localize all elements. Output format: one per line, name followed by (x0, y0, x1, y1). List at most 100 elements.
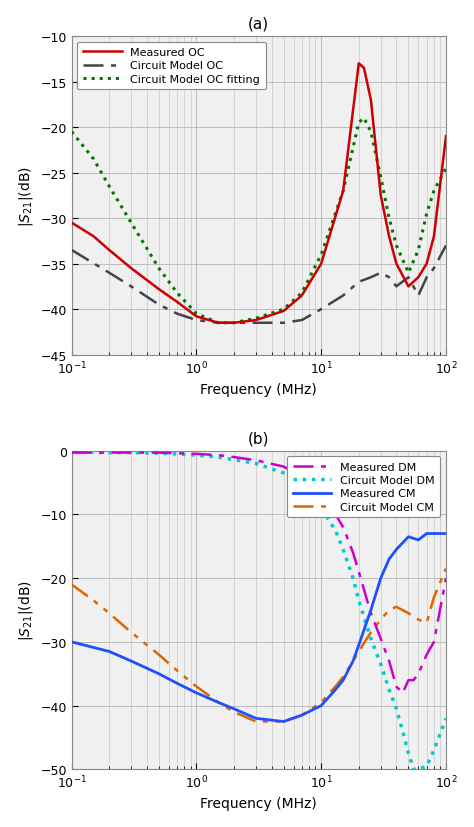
Measured DM (378, 634, 383, 644)
Measured DM (400, 688, 406, 698)
Circuit Model OC (106, 269, 112, 279)
Measured CM (156, 669, 162, 679)
Circuit Model OC fitting (368, 127, 374, 137)
Measured CM (386, 554, 392, 564)
Circuit Model CM (106, 609, 112, 619)
Circuit Model OC (253, 318, 259, 328)
Circuit Model OC fitting (106, 182, 112, 192)
Measured DM (424, 650, 429, 660)
Measured DM (231, 452, 237, 462)
Circuit Model OC fitting (424, 209, 429, 219)
Measured CM (319, 700, 324, 710)
Line: Circuit Model OC fitting: Circuit Model OC fitting (72, 119, 446, 323)
Circuit Model OC fitting (378, 173, 383, 183)
Circuit Model DM (156, 449, 162, 459)
Measured CM (378, 573, 383, 583)
Circuit Model CM (386, 605, 392, 615)
Measured OC (106, 246, 112, 256)
Circuit Model CM (356, 647, 362, 657)
Measured DM (106, 448, 112, 458)
Measured OC (431, 232, 437, 242)
Measured DM (281, 462, 286, 472)
Measured CM (340, 676, 346, 686)
Measured CM (416, 535, 421, 545)
Circuit Model DM (350, 573, 356, 583)
Circuit Model DM (406, 748, 411, 758)
Measured CM (368, 605, 374, 615)
Circuit Model OC fitting (443, 164, 449, 174)
Measured CM (424, 529, 429, 539)
Circuit Model OC (319, 305, 324, 315)
Circuit Model OC (231, 318, 237, 328)
Measured DM (443, 573, 449, 583)
Measured OC (231, 318, 237, 328)
Circuit Model CM (69, 580, 74, 590)
Measured OC (319, 260, 324, 270)
Circuit Model OC fitting (431, 187, 437, 197)
Circuit Model CM (443, 564, 449, 574)
Circuit Model OC fitting (91, 155, 96, 165)
Circuit Model CM (333, 681, 338, 691)
Circuit Model OC (69, 246, 74, 256)
Circuit Model DM (69, 447, 74, 457)
Circuit Model CM (156, 650, 162, 660)
Circuit Model DM (174, 449, 180, 459)
Circuit Model OC (443, 241, 449, 251)
Measured DM (406, 676, 411, 686)
Measured OC (340, 187, 346, 197)
Circuit Model DM (431, 745, 437, 755)
Measured DM (216, 451, 221, 461)
Circuit Model OC fitting (361, 114, 367, 124)
Measured OC (193, 312, 199, 322)
Line: Measured DM: Measured DM (72, 453, 446, 693)
Measured CM (356, 640, 362, 650)
Measured OC (443, 132, 449, 142)
Measured DM (128, 448, 134, 458)
Circuit Model OC fitting (253, 314, 259, 324)
Circuit Model OC fitting (128, 218, 134, 228)
Circuit Model DM (356, 595, 362, 605)
Circuit Model OC fitting (174, 289, 180, 299)
Circuit Model OC (299, 316, 305, 326)
Measured DM (356, 567, 362, 577)
Measured CM (231, 704, 237, 714)
Measured DM (193, 449, 199, 459)
Measured OC (156, 284, 162, 294)
Measured DM (350, 548, 356, 558)
Measured CM (106, 647, 112, 657)
Circuit Model DM (393, 704, 399, 714)
Measured OC (424, 260, 429, 270)
Circuit Model DM (299, 481, 305, 491)
Measured OC (253, 316, 259, 326)
Measured CM (333, 685, 338, 695)
Measured DM (393, 681, 399, 691)
Circuit Model CM (424, 618, 429, 628)
Measured OC (281, 307, 286, 317)
Line: Measured CM: Measured CM (72, 534, 446, 722)
Circuit Model CM (368, 628, 374, 638)
Measured CM (431, 529, 437, 539)
Measured DM (368, 609, 374, 619)
Circuit Model CM (193, 681, 199, 691)
Y-axis label: $|S_{21}|$(dB): $|S_{21}|$(dB) (17, 580, 35, 641)
Circuit Model OC (393, 282, 399, 292)
Measured DM (319, 490, 324, 500)
Measured CM (393, 545, 399, 555)
Circuit Model OC fitting (231, 318, 237, 328)
Circuit Model OC fitting (281, 305, 286, 315)
Circuit Model DM (411, 764, 417, 774)
Measured OC (299, 291, 305, 301)
Circuit Model CM (216, 698, 221, 708)
Legend: Measured DM, Circuit Model DM, Measured CM, Circuit Model CM: Measured DM, Circuit Model DM, Measured … (287, 457, 440, 518)
Measured DM (431, 637, 437, 647)
Circuit Model DM (424, 761, 429, 771)
Measured CM (443, 529, 449, 539)
Circuit Model OC fitting (193, 309, 199, 319)
Circuit Model DM (386, 685, 392, 695)
Measured OC (174, 298, 180, 308)
Line: Circuit Model CM: Circuit Model CM (72, 569, 446, 722)
Circuit Model OC fitting (299, 289, 305, 299)
Circuit Model DM (340, 545, 346, 555)
Circuit Model CM (128, 628, 134, 638)
Measured DM (69, 448, 74, 458)
